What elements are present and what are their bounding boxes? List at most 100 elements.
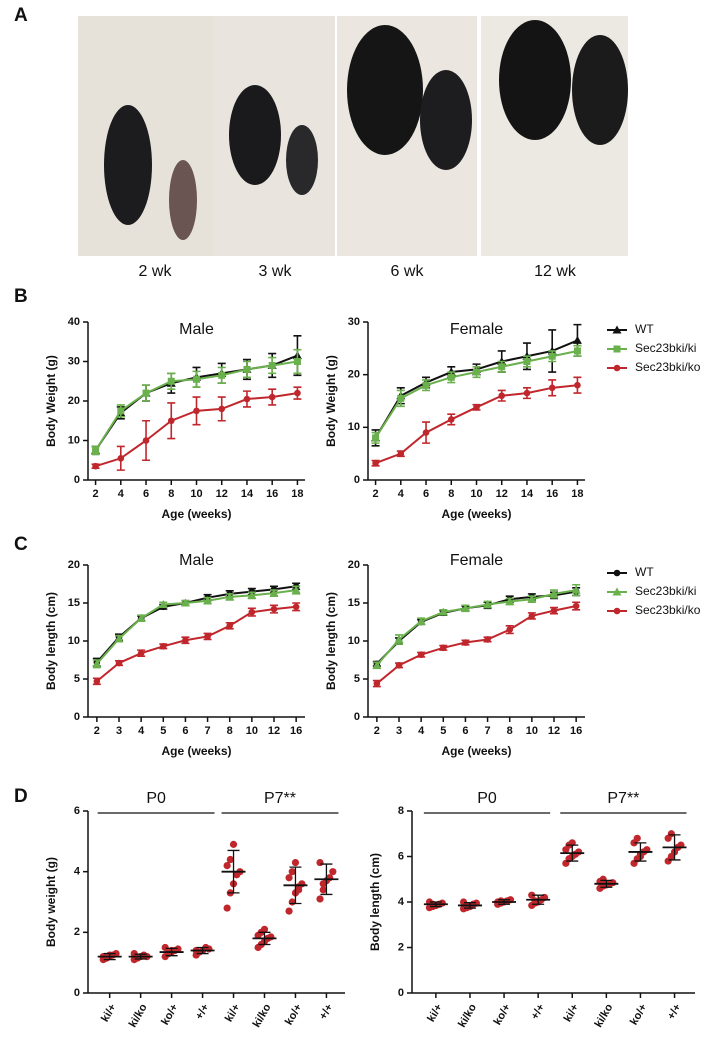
sd-bar — [196, 946, 209, 955]
x-tick-label: ki/ko — [251, 1002, 274, 1030]
sd-bar — [600, 879, 613, 888]
marker — [142, 437, 150, 444]
marker — [269, 588, 279, 597]
y-tick-label: 6 — [398, 850, 404, 862]
marker — [92, 462, 99, 470]
marker — [204, 633, 211, 640]
data-point — [531, 897, 539, 905]
data-point — [267, 933, 275, 941]
marker — [115, 659, 123, 667]
x-tick-label: ki/+ — [562, 1002, 582, 1024]
data-point — [316, 858, 324, 867]
sd-bar — [134, 953, 147, 960]
marker — [484, 636, 491, 643]
y-tick-label: 0 — [74, 987, 80, 999]
marker — [142, 389, 150, 397]
x-tick-label: +/+ — [317, 1002, 335, 1022]
marker — [422, 429, 430, 436]
x-tick-label: 2 — [373, 488, 379, 500]
y-tick-label: 0 — [398, 987, 404, 999]
x-tick-label: 16 — [266, 488, 278, 500]
data-point — [205, 945, 213, 953]
data-point — [438, 899, 446, 907]
x-tick-label: +/+ — [193, 1002, 211, 1022]
x-tick-label: ki/ko — [127, 1002, 150, 1030]
x-tick-label: 6 — [182, 725, 188, 737]
x-tick-label: 10 — [526, 725, 538, 737]
legend-label: Sec23bki/ko — [635, 360, 701, 374]
marker — [549, 589, 559, 598]
marker — [193, 407, 200, 415]
sd-bar — [289, 866, 302, 905]
y-axis-label: Body length (cm) — [368, 853, 382, 951]
legend-label: WT — [635, 322, 654, 336]
sd-bar — [165, 947, 178, 957]
marker — [193, 375, 200, 383]
y-tick-label: 0 — [354, 474, 360, 486]
y-tick-label: 20 — [68, 395, 80, 407]
marker — [498, 392, 506, 400]
marker — [373, 680, 381, 687]
x-tick-label: ki/ko — [456, 1002, 479, 1030]
series-line — [96, 589, 297, 665]
data-point — [285, 874, 293, 882]
marker — [92, 446, 100, 454]
marker — [225, 592, 235, 601]
y-axis-label: Body length (cm) — [324, 592, 338, 690]
data-point — [575, 848, 583, 856]
marker — [447, 373, 455, 381]
y-tick-label: 6 — [74, 805, 80, 817]
photo-panel — [78, 16, 628, 256]
x-tick-label: 2 — [374, 725, 380, 737]
group-label: P0 — [146, 790, 166, 807]
marker — [447, 416, 455, 423]
mouse — [169, 160, 197, 240]
x-tick-label: 4 — [398, 488, 405, 500]
marker — [613, 607, 621, 615]
x-axis-label: Age (weeks) — [161, 744, 231, 758]
y-axis-label: Body length (cm) — [44, 592, 58, 690]
marker — [117, 407, 125, 415]
x-axis-label: Age (weeks) — [441, 744, 511, 758]
marker — [93, 677, 101, 685]
marker — [572, 602, 580, 610]
marker — [182, 636, 189, 644]
marker — [294, 389, 301, 397]
x-tick-label: 10 — [190, 488, 202, 500]
y-tick-label: 15 — [348, 597, 360, 609]
x-axis-label: Age (weeks) — [161, 507, 231, 521]
marker — [372, 660, 382, 669]
data-point — [112, 949, 120, 958]
sd-bar — [532, 894, 545, 905]
data-point — [260, 925, 269, 933]
marker — [613, 345, 621, 353]
photo-label: 3 wk — [259, 263, 293, 280]
mouse — [229, 85, 281, 185]
marker — [528, 612, 536, 620]
series-line — [96, 585, 297, 663]
chart-title: Male — [179, 321, 214, 338]
marker — [422, 381, 430, 389]
data-point — [223, 862, 231, 870]
y-tick-label: 0 — [74, 474, 80, 486]
x-tick-label: 14 — [521, 488, 534, 500]
marker — [523, 358, 531, 365]
marker — [248, 608, 256, 616]
photo-label: 2 wk — [139, 263, 173, 280]
mouse — [286, 125, 318, 195]
marker — [438, 607, 448, 616]
marker — [268, 361, 276, 369]
marker — [550, 607, 558, 614]
y-tick-label: 10 — [68, 635, 80, 647]
x-tick-label: 7 — [205, 725, 211, 737]
marker — [612, 325, 622, 334]
marker — [293, 358, 301, 365]
y-axis-label: Body Weight (g) — [324, 355, 338, 447]
x-tick-label: ki/+ — [425, 1002, 445, 1024]
marker — [203, 596, 213, 605]
sd-bar — [429, 901, 442, 908]
marker — [167, 377, 175, 385]
y-tick-label: 8 — [398, 805, 404, 817]
series-line — [376, 605, 577, 685]
y-tick-label: 5 — [74, 673, 80, 685]
